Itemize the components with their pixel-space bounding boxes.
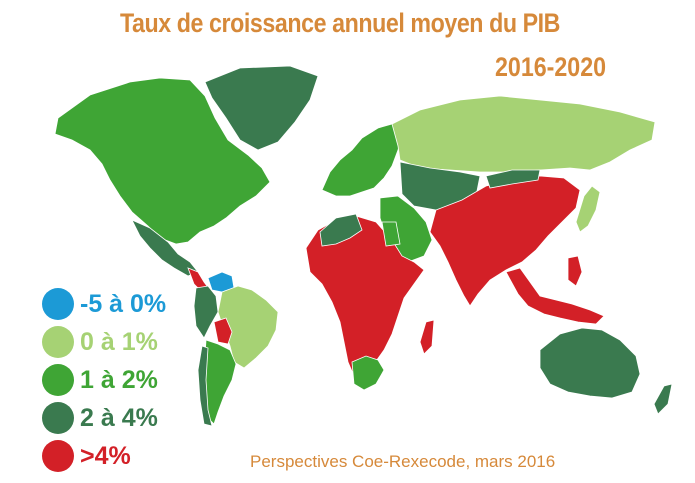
legend-label: 1 à 2% [80,365,158,394]
region-madagascar [419,319,435,355]
region-se-asia [505,267,605,325]
legend-label: >4% [80,441,131,470]
legend-swatch [42,402,74,434]
region-europe [321,123,403,197]
legend-label: 0 à 1% [80,327,158,356]
region-southern-cone [203,339,237,425]
region-maghreb [319,213,363,247]
region-philippines [567,255,583,287]
region-australia [539,327,641,399]
map-title: Taux de croissance annuel moyen du PIB [120,8,561,38]
region-south-africa [351,355,385,391]
region-andes-north [193,285,219,339]
legend-item: 0 à 1% [42,323,166,361]
region-new-zealand [653,383,673,415]
region-russia [391,95,656,173]
legend-item: 1 à 2% [42,361,166,399]
legend-item: >4% [42,437,166,475]
legend-swatch [42,288,74,320]
source-note: Perspectives Coe-Rexecode, mars 2016 [250,452,556,471]
legend: -5 à 0% 0 à 1% 1 à 2% 2 à 4% >4% [42,285,166,475]
region-africa [305,215,425,377]
legend-label: 2 à 4% [80,403,158,432]
legend-swatch [42,440,74,472]
region-bolivia [213,317,233,345]
map-subtitle: 2016-2020 [495,52,607,82]
legend-item: 2 à 4% [42,399,166,437]
legend-item: -5 à 0% [42,285,166,323]
region-chile [197,345,213,427]
region-mongolia [485,169,541,189]
region-egypt [381,221,401,247]
legend-swatch [42,326,74,358]
region-greenland [204,65,319,151]
region-japan [575,185,601,233]
legend-swatch [42,364,74,396]
legend-label: -5 à 0% [80,289,167,318]
region-north-america [54,77,271,245]
